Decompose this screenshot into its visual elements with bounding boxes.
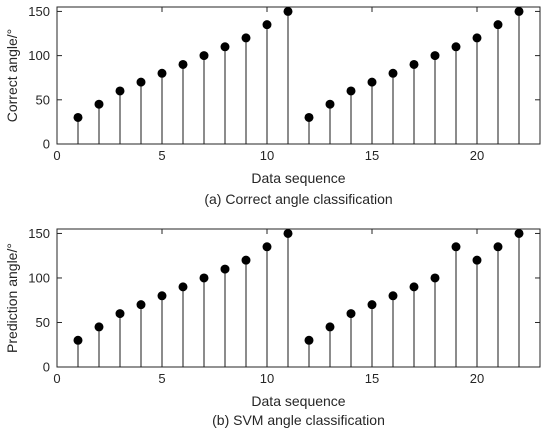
x-axis: 0 5 10 15 20 <box>53 7 484 163</box>
stem-marker <box>199 273 209 283</box>
x-tick-label: 5 <box>158 148 165 163</box>
stem-marker <box>157 68 167 78</box>
stem-marker <box>73 335 83 345</box>
stem-marker <box>493 20 503 30</box>
y-tick-label: 150 <box>28 4 50 19</box>
y-tick-label: 50 <box>36 92 50 107</box>
stem-marker <box>136 77 146 87</box>
chart-panel-b: 0 5 10 15 20 0 50 100 150 Data sequence Predict… <box>4 226 541 428</box>
y-tick-label: 150 <box>28 226 50 241</box>
x-tick-label: 5 <box>158 371 165 386</box>
stem-marker <box>178 282 188 292</box>
x-tick-label: 10 <box>260 371 274 386</box>
stem-marker <box>346 86 356 96</box>
stem-marker <box>262 242 272 252</box>
x-tick-label: 15 <box>365 148 379 163</box>
stem-marker <box>178 59 188 69</box>
x-tick-label: 0 <box>53 148 60 163</box>
stem-marker <box>325 322 335 332</box>
stem-marker <box>493 242 503 252</box>
x-axis-label: Data sequence <box>251 170 345 186</box>
chart-caption: (a) Correct angle classification <box>204 191 392 207</box>
stem-marker <box>325 99 335 109</box>
stem-marker <box>409 282 419 292</box>
stem-marker <box>157 291 167 301</box>
x-tick-label: 0 <box>53 371 60 386</box>
stem-marker <box>409 59 419 69</box>
stem-marker <box>451 242 461 252</box>
stem-marker <box>199 51 209 61</box>
x-tick-label: 20 <box>470 371 484 386</box>
stem-marker <box>136 300 146 310</box>
x-axis: 0 5 10 15 20 <box>53 229 484 386</box>
stem-marker <box>451 42 461 52</box>
plot-frame <box>56 6 541 145</box>
chart-caption: (b) SVM angle classification <box>212 412 385 428</box>
stem-marker <box>367 77 377 87</box>
stem-marker <box>472 255 482 265</box>
y-tick-label: 100 <box>28 48 50 63</box>
stem-series <box>73 6 524 144</box>
y-tick-label: 0 <box>43 137 50 152</box>
stem-marker <box>346 309 356 319</box>
stem-marker <box>514 228 524 238</box>
stem-marker <box>241 33 251 43</box>
y-axis-label: Correct angle/° <box>4 29 20 123</box>
stem-marker <box>388 68 398 78</box>
stem-marker <box>262 20 272 30</box>
stem-marker <box>304 112 314 122</box>
stem-marker <box>115 86 125 96</box>
y-tick-label: 0 <box>43 360 50 375</box>
stem-marker <box>115 309 125 319</box>
stem-marker <box>472 33 482 43</box>
chart-panel-a: 0 5 10 15 20 0 50 100 150 Data sequence Correct… <box>4 4 541 207</box>
stem-marker <box>220 42 230 52</box>
y-tick-label: 50 <box>36 315 50 330</box>
x-axis-label: Data sequence <box>251 393 345 409</box>
stem-marker <box>514 6 524 16</box>
stem-marker <box>388 291 398 301</box>
stem-marker <box>283 228 293 238</box>
x-tick-label: 15 <box>365 371 379 386</box>
stem-marker <box>241 255 251 265</box>
stem-marker <box>73 112 83 122</box>
y-axis-label: Prediction angle/° <box>4 243 20 353</box>
plot-frame <box>56 228 541 368</box>
stem-marker <box>94 99 104 109</box>
y-axis: 0 50 100 150 <box>28 4 540 152</box>
stem-series <box>73 228 524 367</box>
y-axis: 0 50 100 150 <box>28 226 540 375</box>
stem-marker <box>94 322 104 332</box>
stem-marker <box>304 335 314 345</box>
y-tick-label: 100 <box>28 270 50 285</box>
stem-marker <box>430 273 440 283</box>
x-tick-label: 10 <box>260 148 274 163</box>
stem-marker <box>283 6 293 16</box>
stem-marker <box>430 51 440 61</box>
stem-marker <box>220 264 230 274</box>
x-tick-label: 20 <box>470 148 484 163</box>
stem-marker <box>367 300 377 310</box>
